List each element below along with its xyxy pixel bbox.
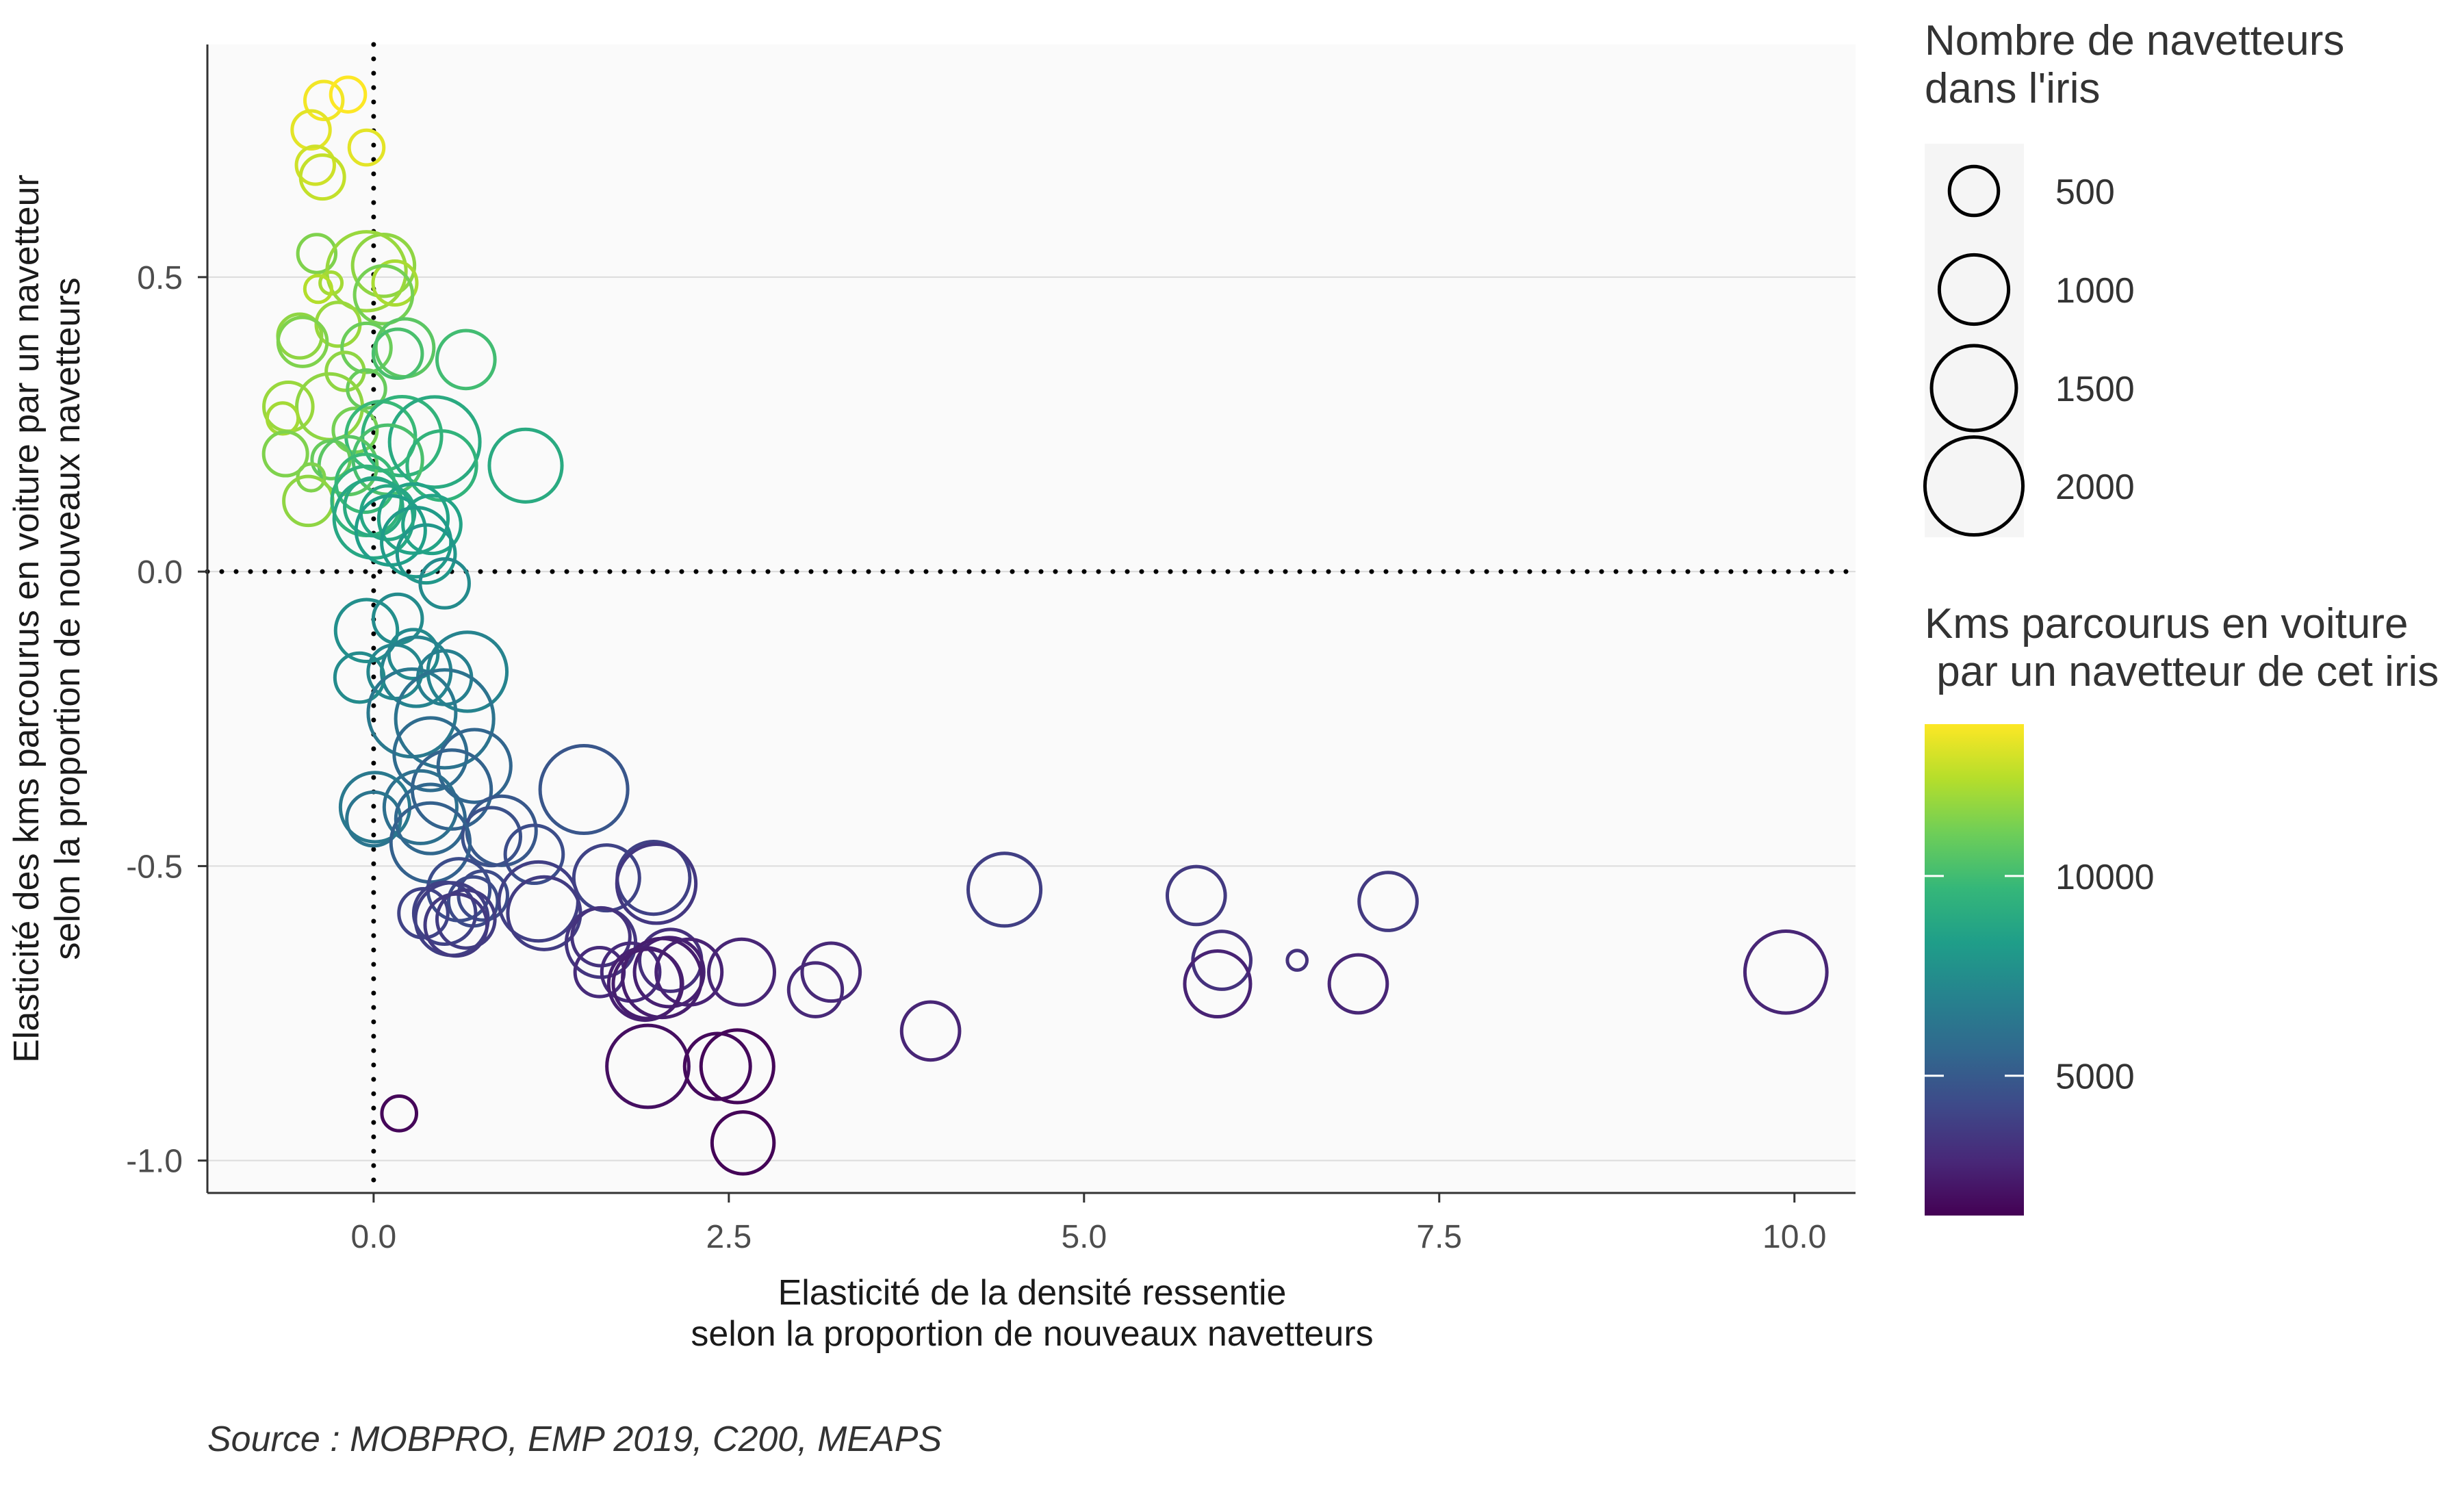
data-point	[1165, 864, 1227, 927]
size-legend-label: 500	[2055, 172, 2115, 212]
data-point	[347, 128, 386, 167]
data-point	[615, 843, 698, 925]
color-legend: Kms parcourus en voiture par un navetteu…	[1925, 600, 2439, 1216]
data-point	[1183, 949, 1253, 1019]
data-point	[707, 937, 777, 1007]
data-point	[333, 598, 400, 663]
x-tick-label: 2.5	[706, 1219, 752, 1255]
size-legend-circle	[1937, 253, 2011, 326]
data-point	[329, 75, 368, 114]
data-point	[394, 668, 496, 770]
data-point	[332, 477, 415, 560]
data-point	[387, 628, 440, 680]
data-point	[395, 523, 457, 585]
data-point	[261, 430, 309, 478]
data-point	[303, 79, 345, 121]
data-point	[435, 329, 497, 391]
x-axis-title: Elasticité de la densité ressentie selon…	[691, 1273, 1373, 1354]
size-legend-label: 2000	[2055, 467, 2135, 507]
data-point	[436, 728, 513, 804]
source-caption: Source : MOBPRO, EMP 2019, C200, MEAPS	[207, 1420, 942, 1459]
data-point	[380, 1094, 419, 1133]
data-point	[303, 274, 334, 305]
size-legend-title-line-2: dans l'iris	[1925, 65, 2100, 112]
colorbar-tick-label: 5000	[2055, 1057, 2135, 1097]
data-point	[411, 880, 478, 947]
data-point	[290, 109, 332, 151]
data-point	[786, 961, 845, 1018]
y-tick-label: 0.0	[137, 554, 183, 591]
data-point	[387, 395, 482, 489]
size-legend-title-line-1: Nombre de navetteurs	[1925, 17, 2344, 64]
data-point	[605, 1023, 691, 1109]
plot-panel	[207, 44, 1856, 1193]
color-legend-title-line-1: Kms parcourus en voiture	[1925, 600, 2408, 647]
x-tick-label: 5.0	[1061, 1219, 1107, 1255]
data-point	[401, 493, 463, 556]
data-point	[340, 321, 393, 374]
data-point	[572, 843, 641, 913]
y-axis-ticks: 0.5 0.0 -0.5 -1.0	[126, 260, 207, 1180]
size-legend-key-panel	[1925, 144, 2024, 537]
data-point	[265, 401, 300, 436]
data-point	[296, 233, 338, 274]
data-point	[394, 782, 467, 856]
data-point	[1743, 929, 1829, 1015]
data-point	[352, 264, 415, 326]
y-tick-label: -1.0	[126, 1144, 183, 1180]
y-axis-title: Elasticité des kms parcourus en voiture …	[7, 175, 88, 1063]
size-legend-circle	[1923, 435, 2025, 537]
data-point	[418, 557, 471, 610]
y-tick-label: -0.5	[126, 849, 183, 885]
data-point	[435, 888, 497, 950]
size-legend-label: 1000	[2055, 271, 2135, 311]
size-legend-circle	[1947, 164, 2001, 218]
data-point	[298, 153, 346, 201]
colorbar-ticks: 10000 5000	[1925, 858, 2155, 1097]
data-point	[1285, 949, 1309, 972]
color-legend-title-line-2: par un navetteur de cet iris	[1925, 648, 2439, 695]
data-point	[294, 144, 336, 186]
x-tick-label: 10.0	[1762, 1219, 1826, 1255]
colorbar-tick-label: 10000	[2055, 858, 2155, 897]
size-legend: Nombre de navetteurs dans l'iris 500 1000…	[1923, 17, 2344, 537]
data-point	[503, 823, 565, 886]
size-legend-keys: 500 1000 1500 2000	[1923, 164, 2135, 537]
x-tick-label: 7.5	[1416, 1219, 1462, 1255]
data-point	[699, 1028, 775, 1105]
data-point	[966, 851, 1043, 928]
data-point	[1357, 871, 1419, 932]
x-axis-title-line-2: selon la proportion de nouveaux navetteu…	[691, 1314, 1373, 1354]
x-axis-title-line-1: Elasticité de la densité ressentie	[778, 1273, 1287, 1313]
size-legend-label: 1500	[2055, 370, 2135, 409]
data-point	[423, 892, 489, 958]
data-point	[376, 482, 450, 555]
colorbar	[1925, 724, 2024, 1216]
data-point	[382, 769, 459, 845]
data-point	[371, 327, 424, 381]
data-point	[800, 941, 862, 1003]
data-point	[1327, 953, 1389, 1015]
size-legend-circle	[1929, 344, 2018, 433]
data-point	[611, 947, 684, 1020]
y-axis-title-line-1: Elasticité des kms parcourus en voiture …	[7, 175, 47, 1063]
y-tick-label: 0.5	[137, 260, 183, 296]
x-tick-label: 0.0	[351, 1219, 397, 1255]
data-point	[710, 1110, 776, 1176]
data-point	[461, 806, 523, 868]
data-point	[346, 368, 387, 410]
y-axis-title-line-2: selon la proportion de nouveaux navetteu…	[48, 277, 88, 960]
data-point	[682, 1031, 752, 1101]
x-axis-ticks: 0.0 2.5 5.0 7.5 10.0	[351, 1193, 1826, 1255]
data-point	[538, 744, 630, 836]
data-points	[261, 75, 1829, 1176]
data-point	[487, 427, 564, 504]
data-point	[899, 1000, 962, 1062]
data-point	[276, 316, 329, 368]
data-point	[371, 259, 419, 307]
